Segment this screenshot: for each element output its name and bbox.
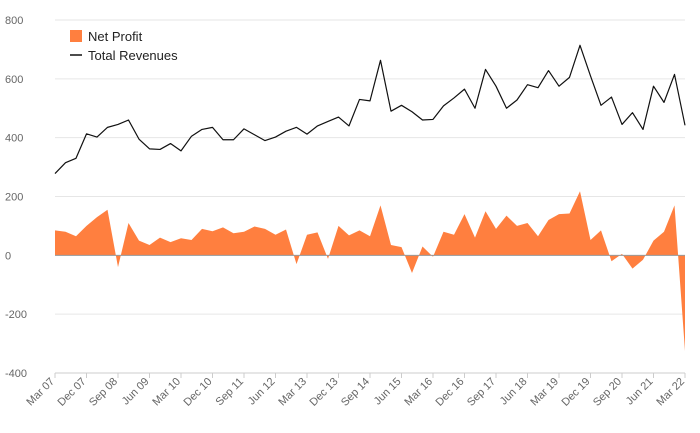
y-tick-label: 600 — [5, 74, 23, 86]
x-tick-label: Sep 11 — [214, 376, 247, 409]
y-tick-label: 400 — [5, 133, 23, 145]
x-tick-label: Sep 14 — [339, 376, 372, 409]
y-tick-label: 800 — [5, 15, 23, 27]
x-tick-label: Jun 15 — [372, 376, 404, 408]
x-tick-label: Jun 09 — [120, 376, 152, 408]
x-tick-label: Sep 08 — [87, 376, 120, 409]
x-tick-label: Mar 22 — [654, 376, 687, 409]
y-tick-label: -200 — [5, 309, 27, 321]
total-revenues-line-group — [54, 44, 686, 174]
gridlines — [55, 19, 685, 374]
legend: Net Profit Total Revenues — [70, 29, 178, 63]
x-tick-label: Mar 13 — [276, 376, 309, 409]
net-profit-area — [55, 191, 685, 351]
x-tick-label: Dec 10 — [181, 376, 214, 409]
net-profit-area-group — [55, 191, 685, 351]
x-tick-label: Mar 19 — [528, 376, 561, 409]
x-tick-label: Jun 12 — [246, 376, 278, 408]
x-tick-label: Dec 19 — [559, 376, 592, 409]
x-tick-label: Dec 13 — [307, 376, 340, 409]
x-tick-label: Jun 21 — [624, 376, 656, 408]
x-tick-label: Dec 07 — [55, 376, 88, 409]
x-tick-label: Sep 20 — [591, 376, 624, 409]
x-tick-label: Mar 10 — [150, 376, 183, 409]
legend-net-profit-label: Net Profit — [88, 29, 143, 44]
y-tick-label: -400 — [5, 368, 27, 380]
x-tick-label: Sep 17 — [465, 376, 498, 409]
x-tick-label: Dec 16 — [433, 376, 466, 409]
x-tick-label: Jun 18 — [498, 376, 530, 408]
x-tick-label: Mar 16 — [402, 376, 435, 409]
legend-net-profit-swatch — [70, 30, 82, 42]
legend-total-revenues-label: Total Revenues — [88, 48, 178, 63]
y-tick-label: 200 — [5, 192, 23, 204]
y-tick-label: 0 — [5, 250, 11, 262]
total-revenues-line — [54, 44, 686, 174]
x-tick-label: Mar 07 — [24, 376, 57, 409]
